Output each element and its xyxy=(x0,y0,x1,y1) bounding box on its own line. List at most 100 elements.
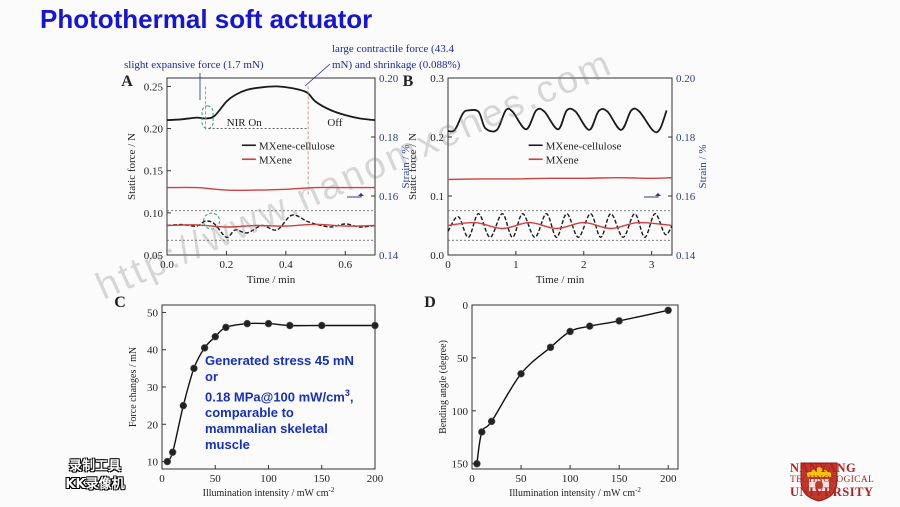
highlight-circle-strain xyxy=(203,212,221,230)
stress-line-3b: , xyxy=(349,389,354,405)
plot-frame xyxy=(166,77,376,256)
x-axis-label-sup: -2 xyxy=(329,486,335,494)
data-point xyxy=(478,428,486,436)
data-point xyxy=(222,323,230,332)
x-axis-label: Illumination intensity / mW cm-2 xyxy=(203,486,335,499)
y-tick-label: 0.10 xyxy=(144,208,164,220)
y-tick-label: 50 xyxy=(147,307,159,319)
y2-axis-label: Strain / % xyxy=(697,145,709,189)
y-tick-label: 20 xyxy=(147,419,159,431)
annotation-expansive-force: slight expansive force (1.7 mN) xyxy=(124,59,264,71)
stress-line-4: comparable to xyxy=(205,405,294,421)
series-strain-3 xyxy=(166,223,376,228)
x-tick-label: 3 xyxy=(649,259,655,271)
x-tick-label: 0 xyxy=(159,473,165,485)
annotation-contractile-line-2: mN) and shrinkage (0.088%) xyxy=(332,59,461,71)
y-tick-label: 0.25 xyxy=(144,81,164,93)
data-point xyxy=(190,364,198,373)
panel-b: B 0.0 0.1 0.2 0.3 0.14 0.16 0.18 0.20 0 1 2 3 Time / … xyxy=(403,73,709,286)
stress-line-5: mammalian skeletal xyxy=(205,421,328,437)
series-force-1 xyxy=(166,186,375,192)
y2-tick-label: 0.14 xyxy=(379,250,399,262)
university-name: NANYANG TECHNOLOGICAL UNIVERSITY xyxy=(790,462,875,499)
y2-tick-label: 0.16 xyxy=(676,191,696,203)
recorder-badge-line-2: KK录像机 xyxy=(65,477,125,492)
y-axis-label: Static force / N xyxy=(126,133,138,200)
axis-arrow-icon xyxy=(644,193,659,198)
data-point xyxy=(546,343,555,352)
y-tick-label: 100 xyxy=(452,406,469,418)
y-tick-label: 0.15 xyxy=(144,166,164,178)
data-point xyxy=(286,321,294,330)
y2-tick-label: 0.20 xyxy=(379,73,399,85)
y-tick-label: 0.0 xyxy=(430,250,444,262)
nir-off-label: Off xyxy=(327,117,342,129)
x-axis-label: Time / min xyxy=(247,274,296,286)
x-tick-label: 0.2 xyxy=(220,259,234,271)
x-tick-label: 0 xyxy=(445,259,451,271)
data-point xyxy=(615,317,623,325)
data-point xyxy=(163,457,172,466)
panel-letter: A xyxy=(121,73,133,90)
data-point xyxy=(371,321,379,330)
series-strain-2 xyxy=(447,212,673,239)
axis-arrow-icon xyxy=(347,193,362,198)
recorder-badge: 录制工具 KK录像机 xyxy=(55,458,135,494)
x-axis-label-sup: -2 xyxy=(635,486,641,494)
x-tick-label: 200 xyxy=(367,473,384,485)
nir-on-label: NIR On xyxy=(227,117,263,129)
y-axis-label: Force changes / mN xyxy=(128,347,139,427)
data-point xyxy=(664,306,672,314)
y-axis-label: Bending angle (degree) xyxy=(438,340,449,434)
x-tick-label: 100 xyxy=(260,473,277,485)
legend-label: MXene-cellulose xyxy=(546,140,622,152)
y2-tick-label: 0.16 xyxy=(379,191,399,203)
x-tick-label: 1 xyxy=(513,259,519,271)
legend-label: MXene xyxy=(546,154,579,166)
y-tick-label: 0.05 xyxy=(144,250,164,262)
plot-frame xyxy=(447,77,673,256)
x-axis-label: Illumination intensity / mW cm-2 xyxy=(509,486,641,499)
annotation-pointer xyxy=(304,63,331,87)
data-point xyxy=(473,460,481,468)
y-tick-label: 0.1 xyxy=(430,191,444,203)
data-point xyxy=(487,417,496,426)
y-tick-label: 0.20 xyxy=(144,124,164,136)
panel-letter: C xyxy=(114,294,126,311)
stress-line-3-sup: 3 xyxy=(344,388,350,398)
axis-arrow-head-icon xyxy=(358,193,364,197)
annotation-contractile-line-1: large contractile force (43.4 xyxy=(332,43,454,55)
y-tick-label: 0.3 xyxy=(430,73,444,85)
data-point xyxy=(168,448,177,456)
highlight-box-expansion xyxy=(201,105,214,130)
legend-label: MXene xyxy=(259,154,292,166)
panel-a: A0.050.100.150.200.250.140.160.180.200.0… xyxy=(121,43,460,286)
x-tick-label: 0.6 xyxy=(338,259,352,271)
y2-axis-label: Strain / % xyxy=(400,145,412,189)
x-axis-label: Time / min xyxy=(536,274,585,286)
university-line-3: UNIVERSITY xyxy=(790,485,874,499)
university-line-2: TECHNOLOGICAL xyxy=(790,475,875,485)
stress-line-3: 0.18 MPa@100 mW/cm3, xyxy=(205,385,375,405)
x-tick-label: 200 xyxy=(660,473,677,485)
y-tick-label: 150 xyxy=(452,459,469,471)
data-point xyxy=(200,344,209,352)
x-tick-label: 2 xyxy=(581,259,587,271)
x-tick-label: 0.0 xyxy=(160,259,174,271)
y2-tick-label: 0.18 xyxy=(676,132,696,144)
data-point xyxy=(243,319,251,328)
data-point xyxy=(586,322,594,330)
y2-tick-label: 0.18 xyxy=(379,132,399,144)
x-tick-label: 50 xyxy=(516,473,528,485)
data-point xyxy=(264,319,273,328)
y2-tick-label: 0.20 xyxy=(676,73,696,85)
ntu-crest-icon xyxy=(800,462,838,502)
data-point xyxy=(517,370,525,378)
data-point xyxy=(179,401,188,410)
legend-label: MXene-cellulose xyxy=(259,140,335,152)
series-force-0 xyxy=(166,85,376,121)
series-force-1 xyxy=(447,176,673,181)
y2-tick-label: 0.14 xyxy=(676,250,696,262)
x-tick-label: 100 xyxy=(562,473,579,485)
